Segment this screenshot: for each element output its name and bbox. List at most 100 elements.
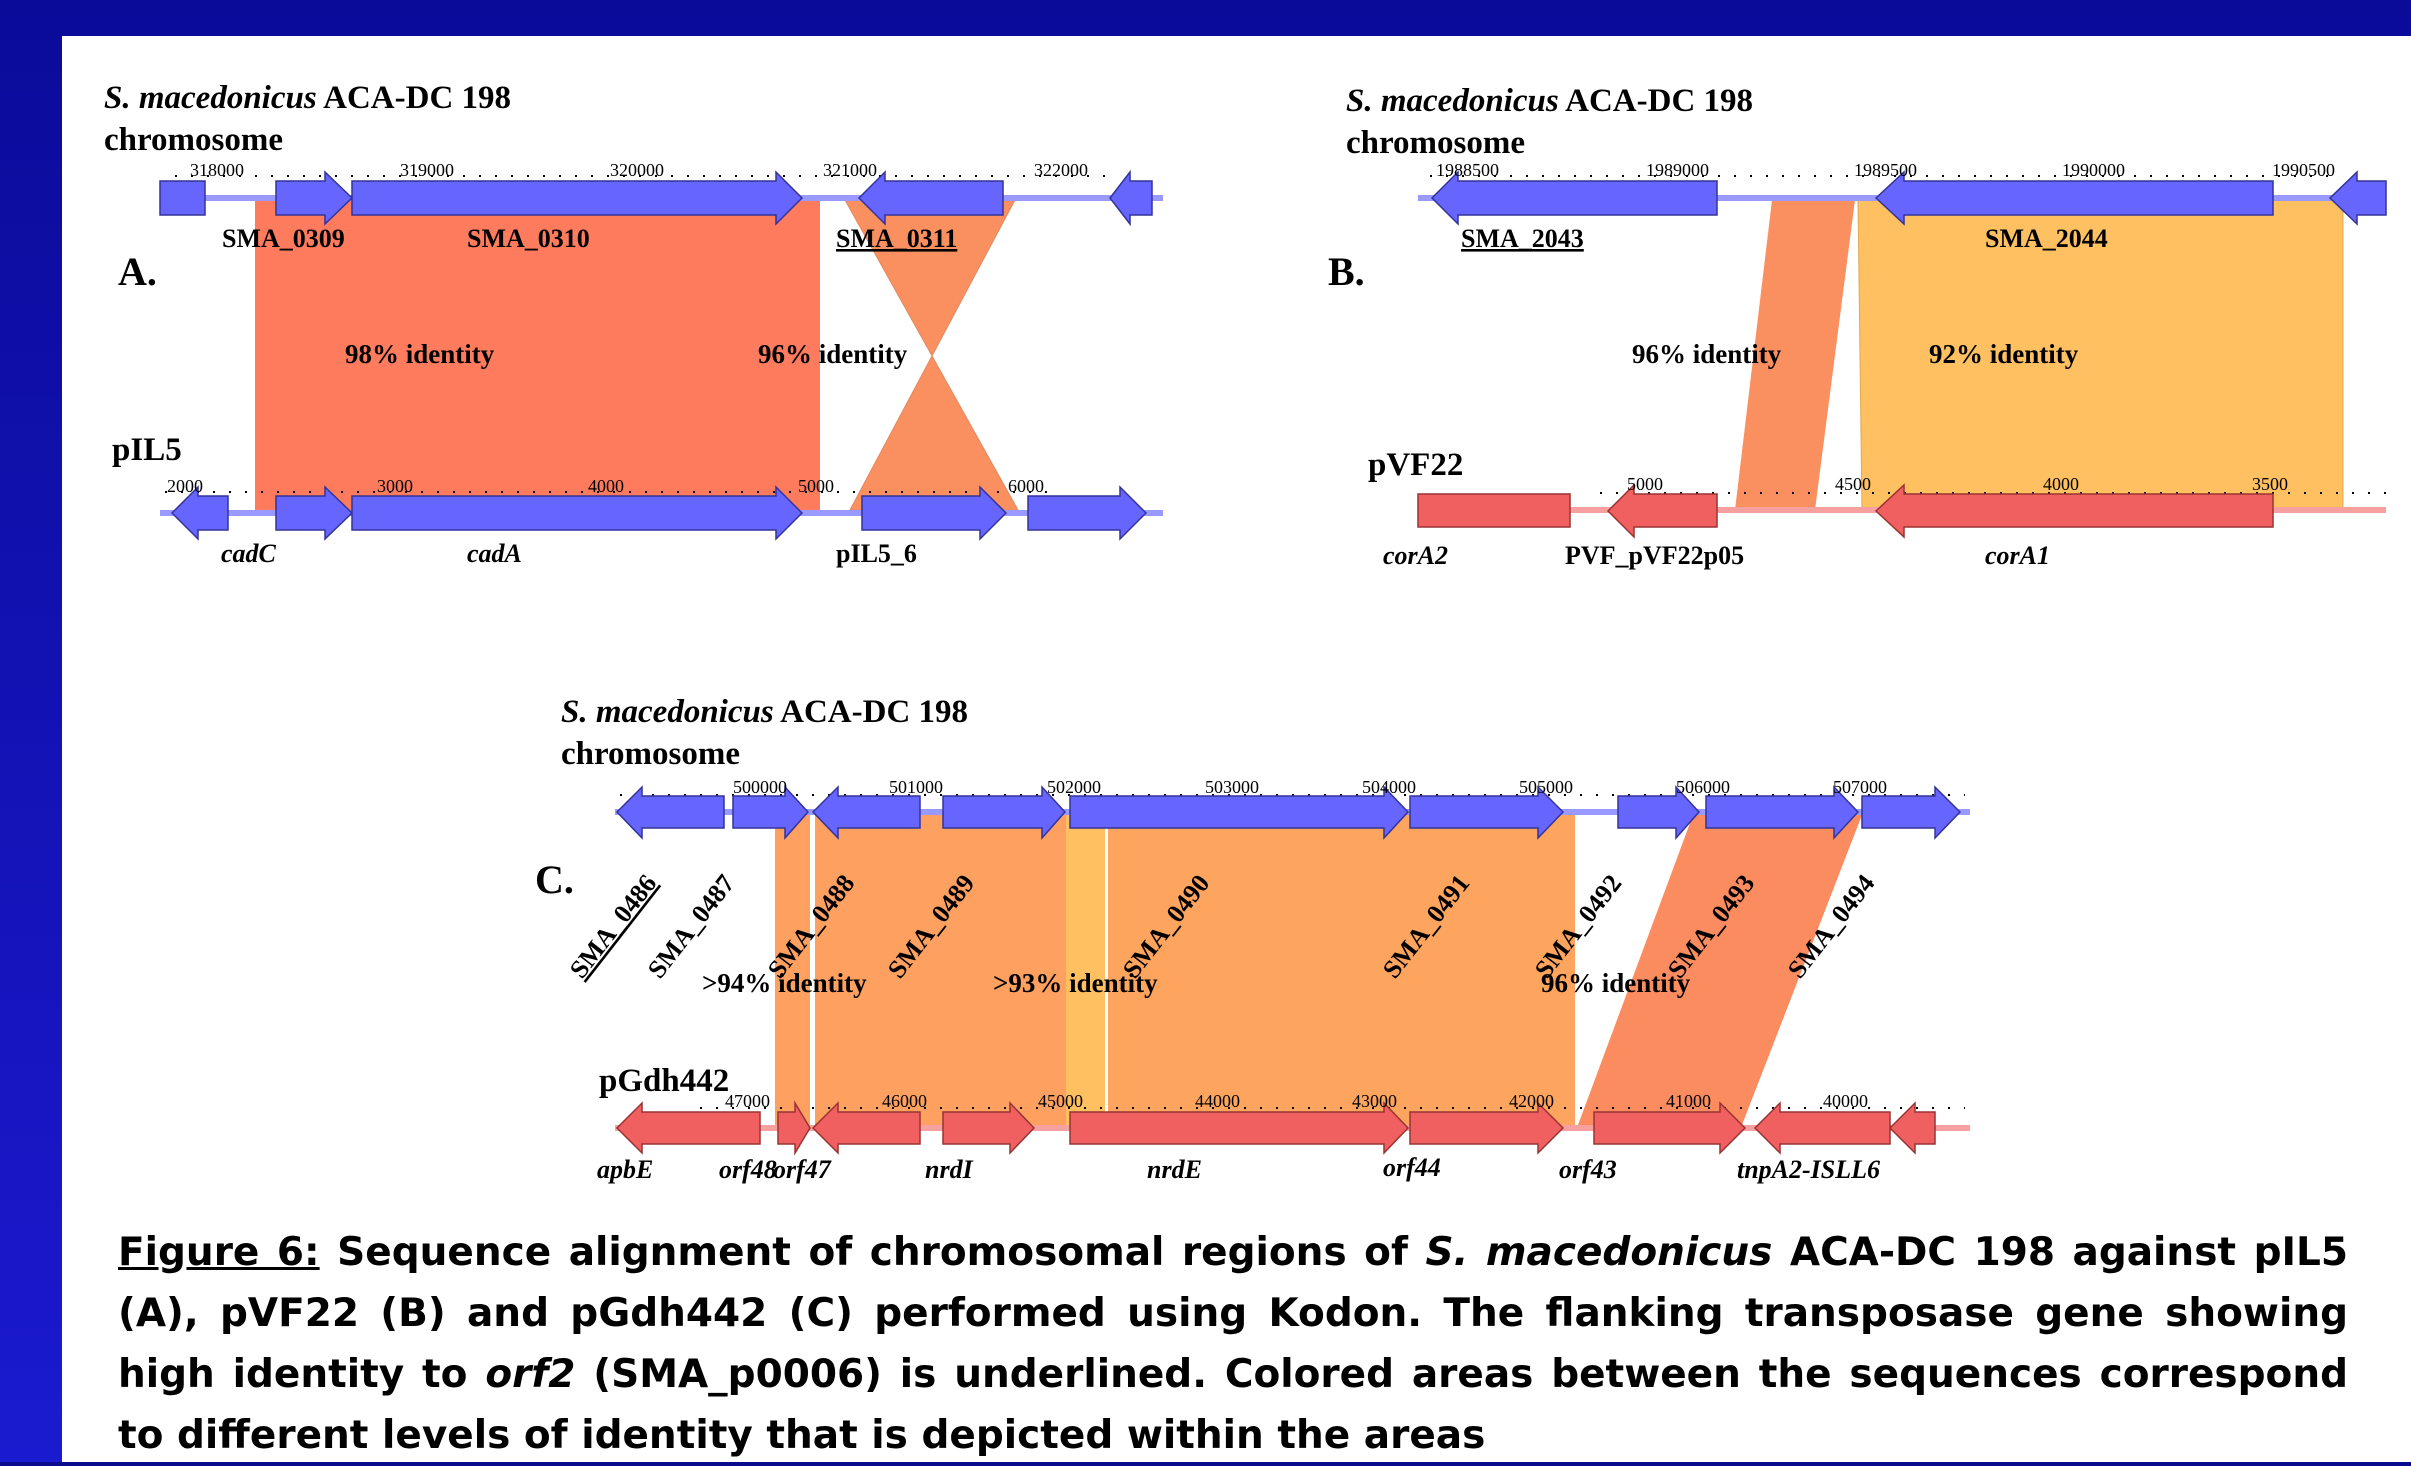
identity-label: 96% identity <box>1632 339 1782 369</box>
tick-label: 4000 <box>588 476 624 496</box>
gene-arrow <box>942 1101 1036 1155</box>
caption-text: (SMA_p0006) is underlined. Colored areas… <box>118 1352 2349 1458</box>
gene-arrow <box>615 785 725 840</box>
gene-arrow <box>159 180 206 216</box>
gene-label-underlined: SMA_0311 <box>836 224 957 253</box>
gene-arrow <box>1417 493 1571 528</box>
tick-label: 503000 <box>1205 777 1259 797</box>
gene-arrow <box>811 1101 921 1155</box>
plasmid-name: pVF22 <box>1368 447 1463 483</box>
gene-arrow <box>811 785 921 840</box>
gene-arrow <box>351 485 804 541</box>
identity-region-94 <box>775 815 810 1125</box>
chromosome-title-line2: chromosome <box>1346 125 1525 161</box>
caption-text: ACA-DC 198 against pIL5 (A), pVF22 (B) a… <box>118 1230 2348 1397</box>
tick-label: 43000 <box>1352 1091 1397 1111</box>
tick-label: 4000 <box>2043 474 2079 494</box>
identity-label: >93% identity <box>993 968 1158 998</box>
gene-arrow <box>351 170 804 226</box>
gene-arrow <box>1430 170 1718 226</box>
identity-label: 92% identity <box>1929 339 2079 369</box>
tick-label: 6000 <box>1008 476 1044 496</box>
caption-gene: orf2 <box>485 1352 576 1397</box>
chromosome-title: S. macedonicus ACA-DC 198 <box>561 694 968 730</box>
identity-region-94 <box>815 815 1066 1125</box>
tick-label: 321000 <box>823 160 877 180</box>
gene-arrow <box>1409 785 1565 840</box>
gene-label: apbE <box>597 1155 653 1184</box>
figure-caption: Figure 6: Sequence alignment of chromoso… <box>118 1222 2348 1466</box>
gene-arrow <box>1874 170 2274 226</box>
gene-label: SMA_0309 <box>222 224 345 253</box>
gene-label: SMA_0310 <box>467 224 590 253</box>
tick-label: 5000 <box>1627 474 1663 494</box>
panel-letter: C. <box>535 857 574 902</box>
panel-a: S. macedonicus ACA-DC 198 chromosome A. … <box>104 80 1163 568</box>
tick-label: 44000 <box>1195 1091 1240 1111</box>
gene-label: orf47 <box>773 1155 832 1184</box>
tick-label: 318000 <box>190 160 244 180</box>
gene-label: corA2 <box>1383 541 1448 570</box>
gene-arrow <box>1409 1101 1565 1155</box>
gene-arrow <box>942 785 1067 840</box>
chromosome-title-line2: chromosome <box>561 736 740 772</box>
gene-arrow <box>275 485 354 541</box>
gene-label: SMA_2044 <box>1985 224 2108 253</box>
gene-arrow <box>732 785 810 840</box>
panel-letter: A. <box>118 249 157 294</box>
gene-arrow <box>1617 785 1701 840</box>
panel-b: S. macedonicus ACA-DC 198 chromosome B. … <box>1328 83 2387 570</box>
caption-text: Sequence alignment of chromosomal region… <box>319 1230 1426 1275</box>
tick-label: 47000 <box>725 1091 770 1111</box>
gene-label: cadC <box>221 539 277 568</box>
tick-label: 1989500 <box>1854 160 1917 180</box>
gene-arrow <box>2328 170 2387 226</box>
gene-label: orf44 <box>1383 1153 1441 1182</box>
identity-region-98 <box>255 200 820 510</box>
panel-letter: B. <box>1328 249 1365 294</box>
caption-label: Figure 6: <box>118 1230 320 1275</box>
identity-region-96-b <box>1735 200 1855 510</box>
gene-arrow <box>1069 1101 1410 1155</box>
tick-label: 319000 <box>400 160 454 180</box>
identity-region-96-c <box>1578 815 1862 1125</box>
gene-label: tnpA2-ISLL6 <box>1737 1155 1880 1184</box>
identity-region-93 <box>1108 815 1575 1125</box>
plasmid-name: pGdh442 <box>599 1063 729 1099</box>
tick-label: 45000 <box>1038 1091 1083 1111</box>
tick-label: 322000 <box>1034 160 1088 180</box>
tick-label: 5000 <box>798 476 834 496</box>
tick-label: 2000 <box>167 476 203 496</box>
gene-label: nrdE <box>1147 1155 1202 1184</box>
tick-label: 505000 <box>1519 777 1573 797</box>
gene-label: corA1 <box>1985 541 2050 570</box>
tick-label: 500000 <box>733 777 787 797</box>
gene-arrow <box>1593 1101 1747 1155</box>
tick-label: 1990000 <box>2062 160 2125 180</box>
tick-label: 501000 <box>889 777 943 797</box>
gene-arrow <box>1606 483 1718 539</box>
tick-label: 40000 <box>1823 1091 1868 1111</box>
gene-arrow <box>1861 785 1962 840</box>
caption-species: S. macedonicus <box>1425 1230 1773 1275</box>
identity-region-93 <box>1066 815 1105 1125</box>
gene-arrow <box>1027 485 1148 541</box>
gene-arrow <box>1753 1101 1891 1155</box>
identity-label: >94% identity <box>702 968 867 998</box>
gene-label: orf43 <box>1559 1155 1617 1184</box>
gene-label: pIL5_6 <box>836 539 917 568</box>
tick-label: 502000 <box>1047 777 1101 797</box>
panel-c: S. macedonicus ACA-DC 198 chromosome C. … <box>535 694 1970 1184</box>
gene-arrow <box>777 1100 811 1156</box>
gene-label: cadA <box>467 539 522 568</box>
plasmid-name: pIL5 <box>112 432 182 468</box>
tick-label: 3000 <box>377 476 413 496</box>
gene-arrow <box>1888 1101 1936 1155</box>
gene-label: nrdI <box>925 1155 974 1184</box>
tick-label: 507000 <box>1833 777 1887 797</box>
identity-label: 98% identity <box>345 339 495 369</box>
gene-arrow <box>1705 785 1860 840</box>
tick-label: 46000 <box>882 1091 927 1111</box>
gene-arrow <box>1069 785 1410 840</box>
